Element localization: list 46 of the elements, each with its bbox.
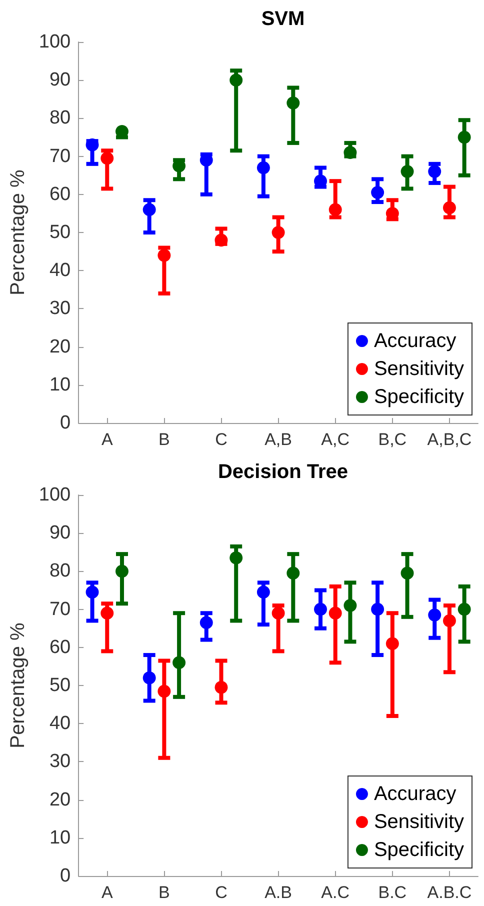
y-tick-label: 50 [49,222,71,243]
y-tick-label: 70 [49,146,71,167]
legend-label: Sensitivity [374,358,464,380]
y-tick-label: 100 [38,484,71,506]
legend-label: Sensitivity [374,811,464,833]
y-tick-label: 10 [49,374,71,396]
y-tick-label: 60 [49,184,71,205]
y-tick-label: 0 [60,866,71,886]
x-tick-label: A.B.C [427,883,472,902]
y-tick-label: 30 [49,298,71,320]
y-tick-label: 50 [49,675,71,696]
x-tick-label: B,C [378,430,407,449]
y-tick-label: 20 [49,789,71,810]
x-tick-label: C [215,883,228,902]
legend-label: Accuracy [374,330,456,352]
y-tick-label: 0 [60,412,71,434]
x-tick-label: B [158,430,170,449]
y-tick-label: 70 [49,598,71,620]
y-axis-title: Percentage % [7,622,29,748]
x-tick-label: B [158,883,170,902]
chart-title: SVM [261,8,305,30]
legend-label: Accuracy [374,783,456,805]
x-tick-label: A.C [321,883,350,902]
y-tick-label: 40 [49,713,71,734]
y-tick-label: 30 [49,751,71,772]
x-tick-label: C [215,430,228,449]
y-tick-label: 80 [49,560,71,582]
legend-label: Specificity [374,839,464,861]
y-tick-label: 40 [49,260,71,282]
x-tick-label: A,B [264,430,292,449]
y-tick-label: 10 [49,827,71,848]
x-tick-label: A,C [321,430,350,449]
x-tick-label: A [101,430,114,449]
y-tick-label: 100 [38,32,71,52]
y-tick-label: 90 [49,70,71,91]
y-axis-title: Percentage % [7,169,29,296]
chart-title: Decision Tree [218,461,348,483]
x-tick-label: A,B,C [427,430,472,449]
y-tick-label: 60 [49,636,71,658]
x-tick-label: A [101,883,114,902]
y-tick-label: 90 [49,522,71,544]
x-tick-label: B.C [378,883,407,902]
y-tick-label: 80 [49,108,71,129]
x-tick-label: A.B [264,883,292,902]
y-tick-label: 20 [49,336,71,358]
legend-label: Specificity [374,386,464,408]
